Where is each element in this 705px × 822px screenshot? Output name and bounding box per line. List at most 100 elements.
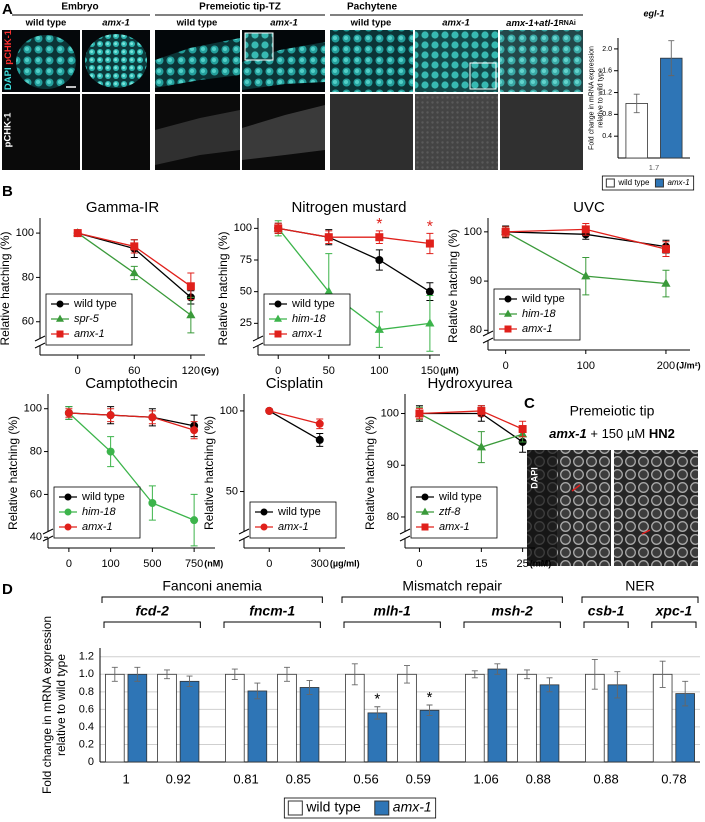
inset [469, 62, 497, 90]
x-unit: (mM) [530, 558, 552, 568]
axis-break [42, 528, 54, 535]
legend-label: him-18 [292, 313, 327, 325]
marker [190, 516, 199, 525]
chart-title: Cisplatin [266, 375, 324, 392]
group-title: Pachytene [347, 2, 397, 13]
series-line [268, 410, 321, 441]
marker [186, 310, 196, 319]
pathway-bracket [101, 596, 323, 603]
label-line: relative to wild type [597, 68, 604, 128]
series-line [277, 227, 430, 331]
y-tick-label: 0.6 [79, 703, 94, 715]
legend-label: wild type [291, 298, 335, 310]
bar [345, 673, 365, 763]
marker [581, 225, 590, 234]
image [415, 94, 498, 170]
x-unit: (µM) [440, 365, 459, 375]
significance: * [376, 216, 382, 233]
x-tick-label: 0 [503, 360, 509, 372]
group-bracket [343, 621, 441, 628]
legend-label: amx-1 [292, 328, 323, 340]
image-shade [527, 450, 557, 566]
chart-title: egl-1 [643, 8, 664, 18]
axis-break [399, 535, 411, 542]
y-tick-label: 100 [381, 407, 399, 419]
bar [465, 673, 485, 763]
legend-marker [260, 523, 268, 531]
legend-label: amx-1 [439, 521, 470, 533]
marker [186, 282, 195, 291]
error-bar [283, 666, 290, 682]
y-tick-label: 80 [387, 511, 399, 523]
y-tick-label: 50 [226, 485, 238, 497]
panel-label: C [524, 395, 535, 412]
error-bar [494, 663, 501, 675]
error-bar [682, 680, 689, 707]
y-tick-label: 100 [234, 222, 252, 234]
x-tick-label: 0 [275, 365, 281, 377]
error-bar [186, 675, 193, 688]
bar [277, 673, 297, 763]
embryo [16, 35, 76, 89]
legend-marker [274, 300, 282, 308]
stain-label: pCHK-1 [3, 112, 14, 148]
arrow [571, 484, 581, 492]
y-tick-label: 75 [240, 254, 252, 266]
legend-label: him-18 [82, 506, 117, 518]
y-tick-label: 1.2 [602, 89, 612, 96]
bar [517, 673, 537, 763]
significance: * [374, 691, 380, 708]
x-tick-label: 15 [475, 558, 487, 570]
error-bar [134, 666, 141, 682]
pathway-label: NER [625, 578, 655, 594]
pathway-label: Fanconi anemia [162, 578, 262, 594]
gonad [242, 42, 325, 90]
y-tick-label: 90 [470, 275, 482, 287]
y-axis-label: Relative hatching (%) [216, 231, 230, 345]
x-unit: (Gy) [201, 365, 219, 375]
error-bar [523, 669, 530, 680]
bar [299, 687, 320, 763]
x-tick-label: 750 [185, 558, 203, 570]
legend-label: wild type [521, 293, 565, 305]
image [500, 30, 583, 92]
column-label: amx-1 [102, 18, 129, 29]
legend-label: amx-1 [393, 799, 432, 815]
bar [367, 712, 388, 763]
y-tick-label: 60 [30, 488, 42, 500]
label-line: Fold change in mRNA expression [40, 616, 54, 794]
x-tick-label: 150 [421, 365, 439, 377]
chart-title: Camptothecin [85, 375, 178, 392]
marker [661, 278, 671, 287]
y-tick-label: 80 [30, 445, 42, 457]
legend-box [249, 501, 337, 539]
y-tick-label: 1.2 [79, 651, 94, 663]
marker [315, 419, 324, 428]
marker [130, 242, 139, 251]
gonad [155, 38, 240, 88]
marker [375, 256, 384, 264]
marker [324, 286, 334, 295]
fold-change-label: 0.78 [661, 771, 686, 786]
marker [274, 224, 283, 233]
marker [129, 267, 139, 277]
legend-marker [503, 309, 513, 317]
bar [127, 673, 148, 763]
axis-break [42, 535, 54, 542]
marker [106, 411, 115, 420]
legend-label: spr-5 [74, 313, 100, 325]
legend-marker [56, 300, 64, 308]
axis-break [482, 337, 494, 344]
y-tick-label: 100 [24, 403, 42, 415]
y-tick-label: 60 [22, 316, 34, 328]
marker [415, 409, 424, 418]
stain-pchk1: pCHK-1 [3, 29, 14, 65]
genotype: amx-1 [549, 426, 587, 441]
marker [64, 409, 73, 417]
axis-break [482, 330, 494, 337]
x-tick-label: 100 [577, 360, 595, 372]
y-tick-label: 0.2 [79, 738, 94, 750]
marker [374, 324, 384, 333]
column-label: amx-1 [442, 18, 469, 29]
